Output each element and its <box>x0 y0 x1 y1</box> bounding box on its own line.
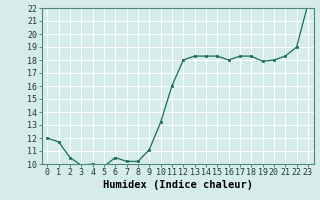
X-axis label: Humidex (Indice chaleur): Humidex (Indice chaleur) <box>103 180 252 190</box>
